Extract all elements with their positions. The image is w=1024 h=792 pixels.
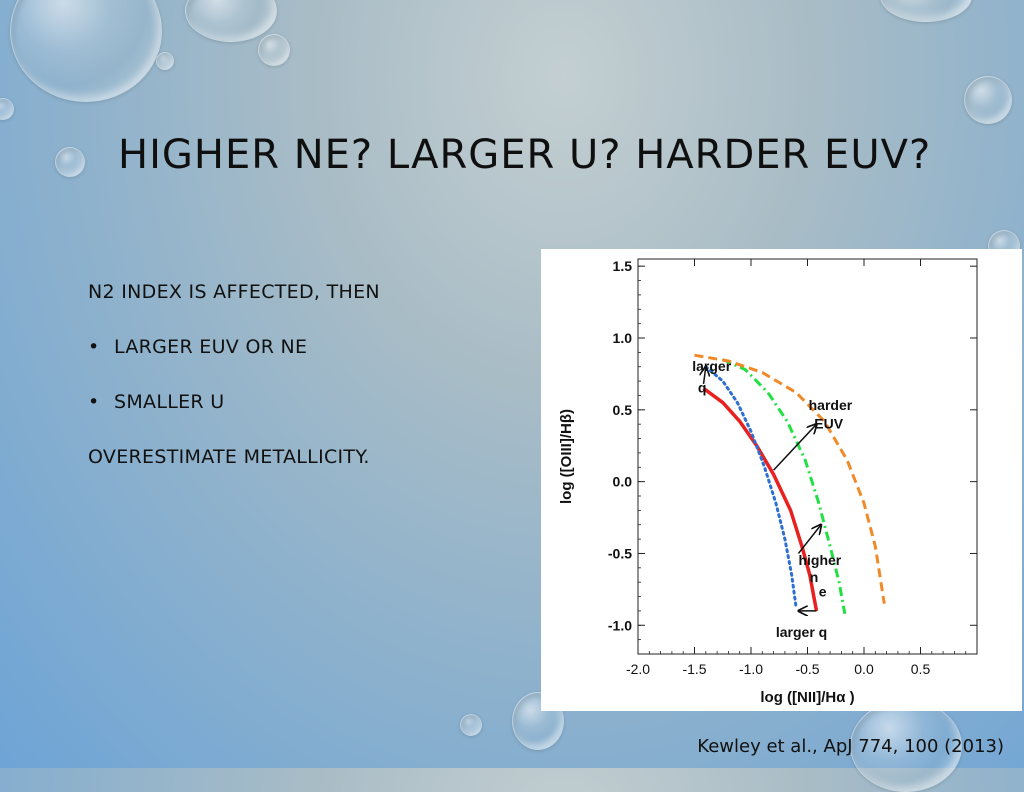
slide-body: N2 INDEX IS AFFECTED, THEN LARGER EUV OR… [88, 278, 380, 498]
bubble-decoration [964, 76, 1012, 124]
y-axis-label: log ([OIII]/Hβ) [558, 409, 575, 504]
bpt-chart: -2.0 -1.5 -1.0 -0.5 0.0 0.5 1.5 1.0 0.5 0.0 -0.5 -1… [558, 258, 978, 706]
series-line-dashdot [722, 358, 847, 615]
annotation-label: higher [798, 552, 841, 568]
bpt-diagram-figure: -2.0 -1.5 -1.0 -0.5 0.0 0.5 1.5 1.0 0.5 0.0 -0.5 -1… [541, 249, 1022, 711]
series-line-solid [702, 386, 819, 612]
y-tick-label: -1.0 [608, 617, 632, 633]
slide-title: HIGHER NE? LARGER U? HARDER EUV? [118, 132, 932, 178]
annotation-arrow [773, 424, 817, 471]
bubble-decoration [156, 52, 174, 70]
x-axis-label: log ([NII]/Hα ) [760, 689, 854, 706]
x-tick-label: -0.5 [795, 661, 819, 677]
bubble-decoration [185, 0, 277, 42]
annotation-label: larger q [776, 624, 827, 640]
annotation-label: q [698, 380, 707, 396]
series-line-dashed [694, 353, 886, 604]
bubble-decoration [10, 0, 162, 102]
bullet-item: SMALLER U [88, 388, 380, 443]
annotation-label: larger [692, 358, 731, 374]
bubble-decoration [258, 34, 290, 66]
bubble-decoration [0, 98, 14, 120]
bubble-decoration [460, 714, 482, 736]
body-line: N2 INDEX IS AFFECTED, THEN [88, 281, 380, 303]
x-tick-label: -1.0 [739, 661, 763, 677]
annotation-label: n [810, 569, 819, 585]
y-tick-label: 0.5 [613, 402, 633, 418]
bullet-item: LARGER EUV OR NE [88, 333, 380, 388]
y-tick-label: 0.0 [613, 474, 633, 490]
plot-frame [637, 258, 978, 655]
bubble-decoration [880, 0, 972, 22]
annotation-label: harder [809, 397, 853, 413]
bullet-text: SMALLER U [114, 391, 225, 413]
x-tick-label: 0.5 [911, 661, 931, 677]
y-tick-label: 1.0 [613, 330, 633, 346]
x-tick-label: 0.0 [854, 661, 874, 677]
annotation-label: EUV [814, 415, 843, 431]
series-line-dotted [704, 365, 798, 610]
y-tick-label: -0.5 [608, 545, 632, 561]
x-tick-label: -2.0 [626, 661, 650, 677]
annotation-label: e [819, 584, 827, 600]
body-line: OVERESTIMATE METALLICITY. [88, 446, 370, 468]
annotation-arrow [704, 367, 706, 385]
bullet-text: LARGER EUV OR NE [114, 336, 308, 358]
x-tick-label: -1.5 [682, 661, 706, 677]
citation: Kewley et al., ApJ 774, 100 (2013) [697, 736, 1004, 757]
annotation-arrow [797, 525, 821, 554]
bubble-decoration [55, 147, 85, 177]
y-tick-label: 1.5 [613, 258, 633, 274]
